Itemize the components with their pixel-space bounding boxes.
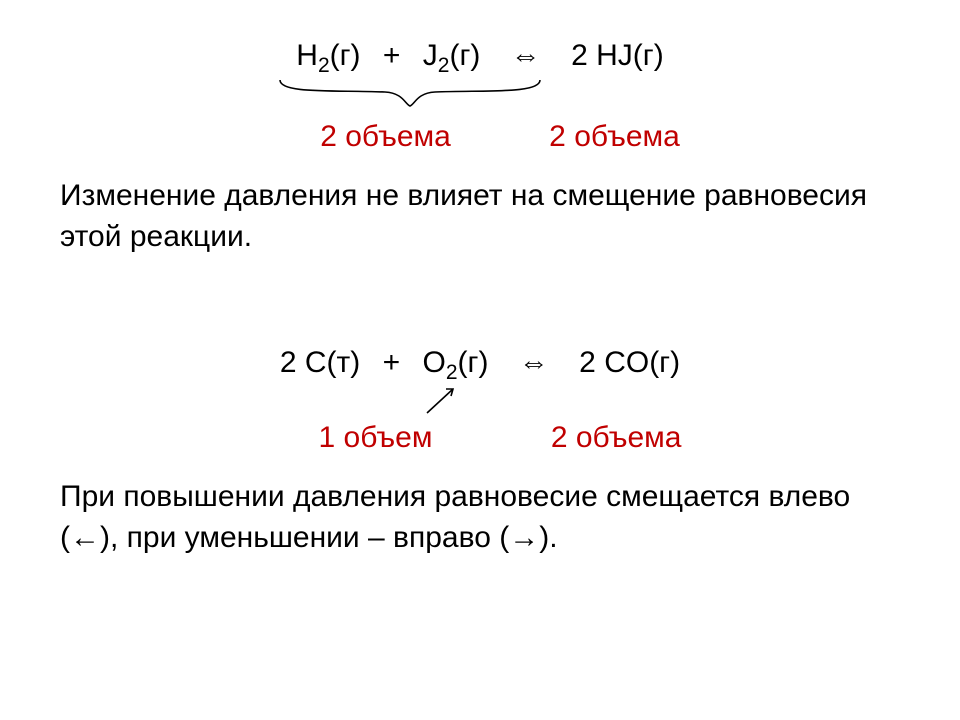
eq2-lhs-b: O2(г) xyxy=(423,345,489,385)
eq1-plus: + xyxy=(369,38,415,74)
eq1-lhs-a-sub: 2 xyxy=(318,54,330,77)
eq2-vol-left: 1 объем xyxy=(319,421,433,455)
eq1-lhs-a-base: H xyxy=(296,39,318,72)
eq1-lhs-b-phase: (г) xyxy=(449,39,480,72)
eq1-underbrace xyxy=(60,76,900,116)
eq2-rhs-species: CO(г) xyxy=(604,346,680,379)
eq1-arrow: ⇔ xyxy=(489,38,563,74)
eq2-lhs-a-species: C(т) xyxy=(305,346,360,379)
paragraph-1: Изменение давления не влияет на смещение… xyxy=(60,176,900,257)
eq2-lhs-b-sub: 2 xyxy=(446,361,458,384)
eq1-volume-labels: 2 объема 2 объема xyxy=(60,120,900,154)
paragraph-2: При повышении давления равновесие смещае… xyxy=(60,477,900,558)
eq2-arrow: ⇔ xyxy=(497,345,571,381)
eq2-rhs: 2 CO(г) xyxy=(579,345,680,381)
para2-mid: ), при уменьшении – вправо ( xyxy=(100,521,509,554)
right-arrow-icon: → xyxy=(509,521,539,554)
eq1-rhs: 2 HJ(г) xyxy=(571,38,664,74)
eq2-lhs-a-coef: 2 xyxy=(280,346,297,379)
pointer-arrow-icon xyxy=(215,383,725,417)
eq2-rhs-coef: 2 xyxy=(579,346,596,379)
eq1-vol-left: 2 объема xyxy=(320,120,451,154)
eq1-lhs-a-phase: (г) xyxy=(330,39,361,72)
underbrace-icon xyxy=(225,76,735,116)
eq1-lhs-b: J2(г) xyxy=(423,38,481,78)
eq2-lhs-b-phase: (г) xyxy=(458,346,489,379)
eq2-plus: + xyxy=(369,345,415,381)
eq1-rhs-species: HJ(г) xyxy=(596,39,664,72)
left-arrow-icon: ← xyxy=(70,521,100,554)
eq2-pointer xyxy=(60,383,900,417)
equation-2: 2 C(т) + O2(г) ⇔ 2 CO(г) xyxy=(60,345,900,385)
eq1-vol-right: 2 объема xyxy=(549,120,680,154)
equation-1: H2(г) + J2(г) ⇔ 2 HJ(г) xyxy=(60,38,900,78)
eq2-lhs-a: 2 C(т) xyxy=(280,345,360,381)
eq1-lhs-a: H2(г) xyxy=(296,38,360,78)
eq2-lhs-b-base: O xyxy=(423,346,446,379)
eq1-lhs-b-sub: 2 xyxy=(438,54,450,77)
para2-post: ). xyxy=(539,521,557,554)
eq1-rhs-coef: 2 xyxy=(571,39,588,72)
eq2-vol-right: 2 объема xyxy=(551,421,682,455)
eq1-lhs-b-base: J xyxy=(423,39,438,72)
eq2-volume-labels: 1 объем 2 объема xyxy=(60,421,900,455)
